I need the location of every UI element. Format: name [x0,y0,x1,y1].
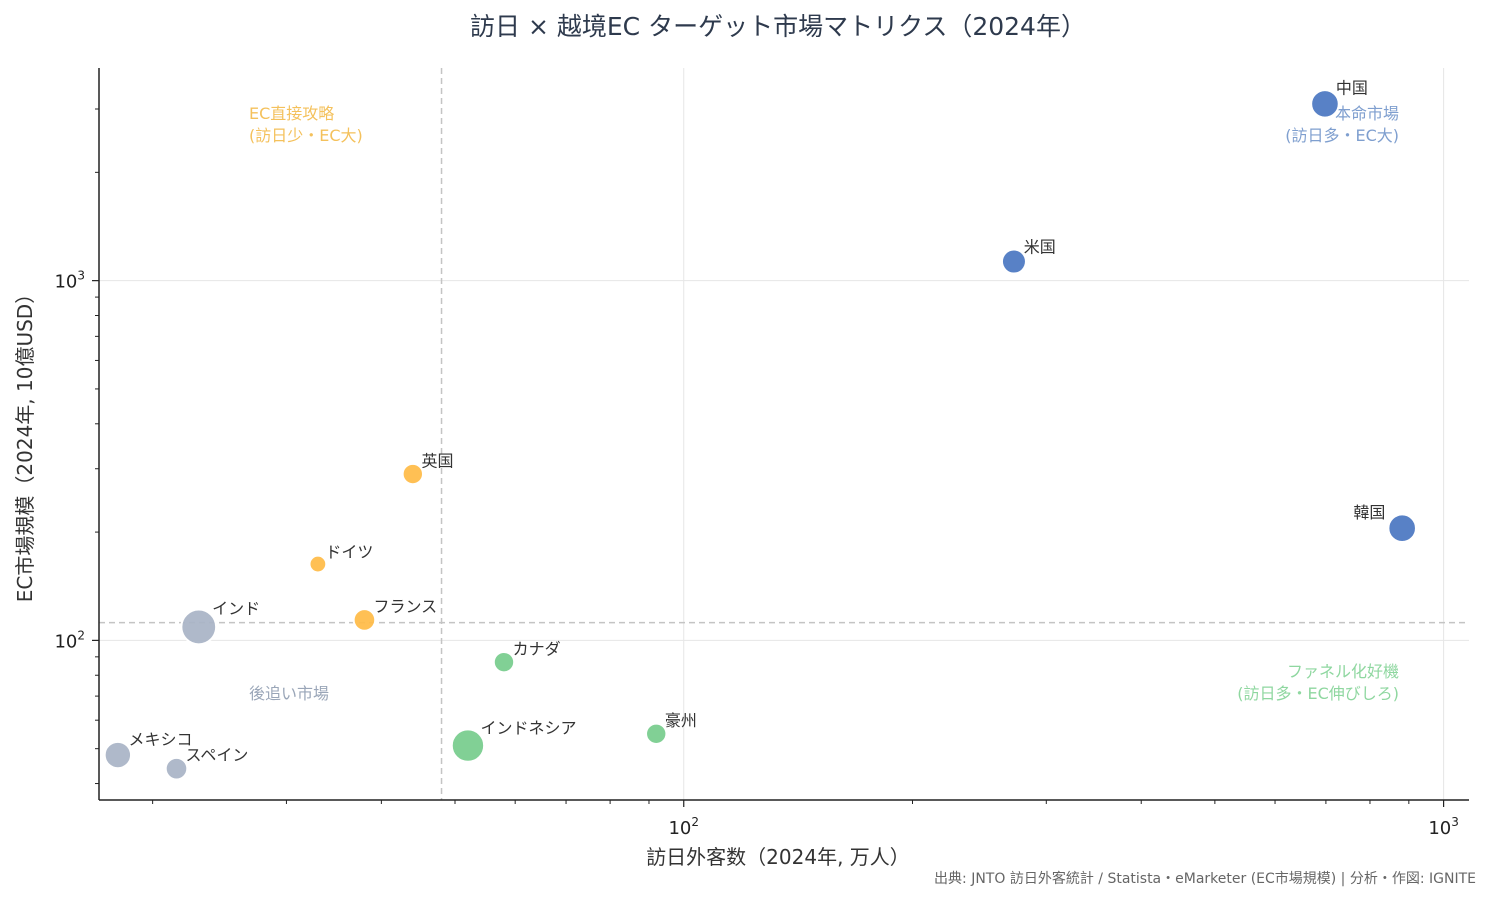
x-tick-label: 102 [668,815,699,839]
chart-title: 訪日 × 越境EC ターゲット市場マトリクス（2024年） [470,12,1086,41]
grid-lines [99,68,1469,800]
data-point [1387,513,1417,544]
threshold-lines [99,68,1469,800]
source-note: 出典: JNTO 訪日外客統計 / Statista・eMarketer (EC… [934,870,1476,887]
quadrant-title: 本命市場 [1335,104,1399,123]
point-label: スペイン [186,746,249,765]
point-label: ドイツ [325,543,373,562]
data-point [164,756,189,781]
x-tick-label: 103 [1428,815,1459,839]
point-label: 英国 [421,451,453,470]
data-point [103,740,133,770]
data-point [1310,89,1340,119]
quadrant-subtitle: (訪日多・EC大) [1285,126,1399,145]
y-tick-label: 103 [54,269,85,293]
quadrant-title: ファネル化好機 [1287,662,1399,681]
data-point [492,650,516,674]
data-point [352,608,377,632]
data-point [308,554,328,574]
point-label: 中国 [1336,79,1368,98]
point-label: 米国 [1024,238,1056,257]
x-axis-label: 訪日外客数（2024年, 万人） [646,845,910,869]
y-tick-label: 102 [54,628,85,652]
quadrant-labels: EC直接攻略 (訪日少・EC大) 本命市場 (訪日多・EC大) ファネル化好機 (訪日多・… [249,104,1399,703]
quadrant-title: EC直接攻略 [249,104,334,123]
data-point [180,608,218,646]
data-point [1000,248,1027,275]
quadrant-subtitle: (訪日多・EC伸びしろ) [1237,684,1399,703]
axes: 102 103 102 103 [54,68,1469,839]
point-label: インドネシア [480,718,576,737]
point-label: インド [212,599,260,618]
data-point [401,462,425,486]
point-label: 韓国 [1353,503,1385,522]
quadrant-subtitle: (訪日少・EC大) [249,126,363,145]
y-axis-label: EC市場規模（2024年, 10億USD） [13,284,37,602]
point-label: カナダ [513,639,561,658]
quadrant-title: 後追い市場 [249,684,329,703]
point-label: 豪州 [665,711,697,730]
point-label: フランス [373,597,437,616]
data-point [450,728,486,763]
data-point [645,722,668,745]
point-label: メキシコ [128,730,192,749]
